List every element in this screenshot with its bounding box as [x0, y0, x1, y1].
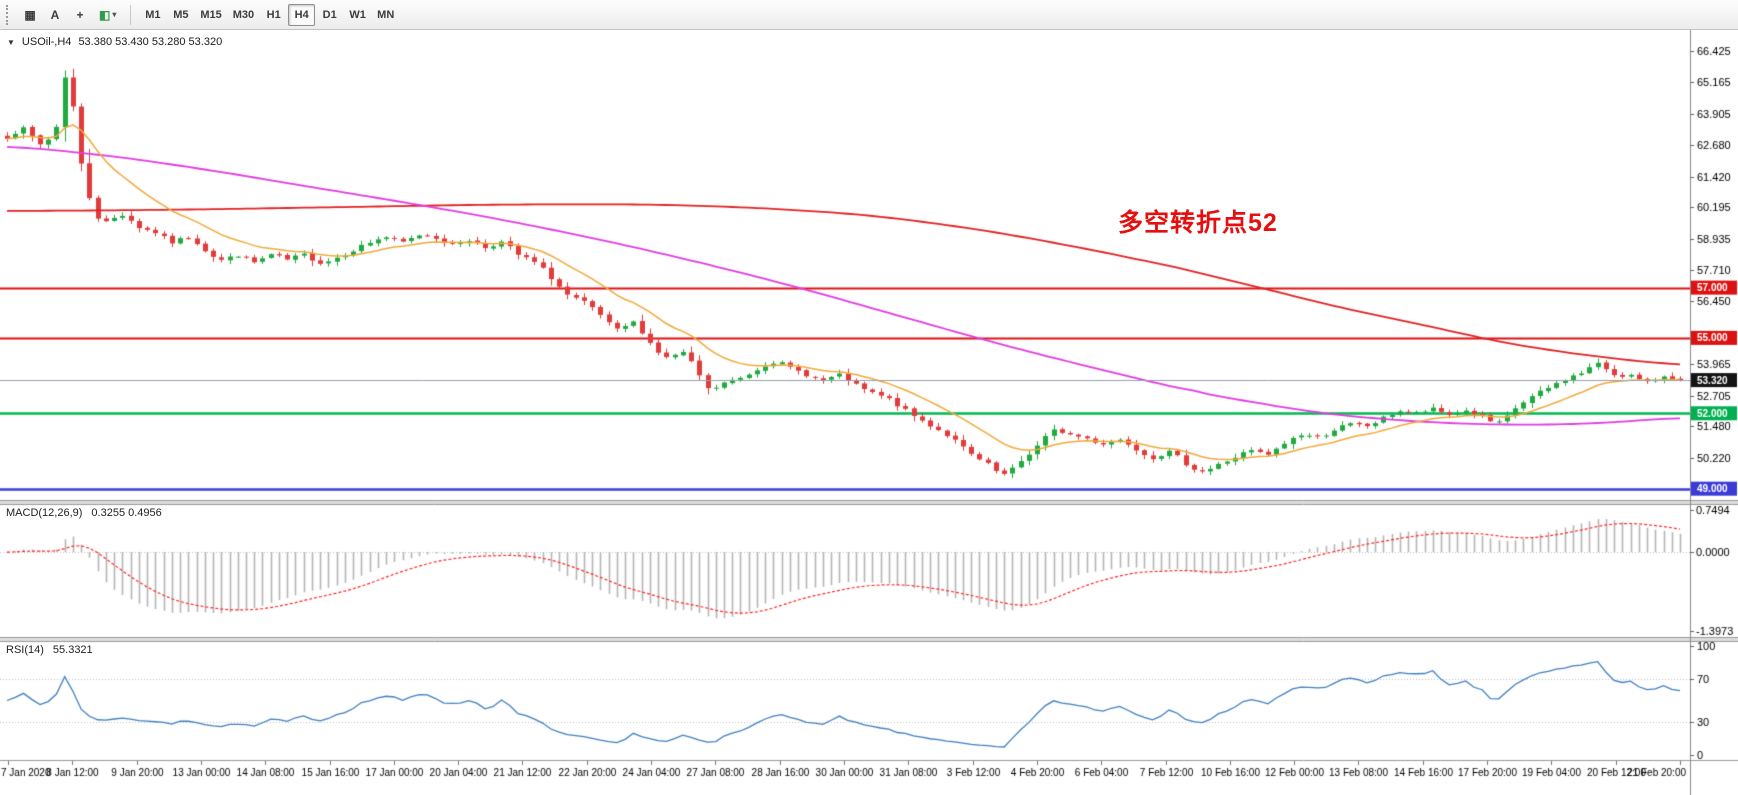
dropdown-arrow-icon: ▾ — [112, 10, 117, 19]
text-label-tool-button[interactable]: A — [43, 4, 67, 26]
toolbar-tools-group: ▦ A + ◧ ▾ — [18, 4, 122, 26]
timeframe-mn-button[interactable]: MN — [372, 4, 399, 26]
timeframe-buttons-group: M1 M5 M15 M30 H1 H4 D1 W1 MN — [139, 3, 399, 26]
timeframe-m5-button[interactable]: M5 — [167, 4, 194, 26]
cursor-tool-icon: ▦ — [24, 7, 36, 22]
toolbar-drag-handle[interactable] — [6, 4, 10, 25]
timeframe-w1-button[interactable]: W1 — [344, 4, 371, 26]
text-label-tool-icon: A — [50, 7, 60, 22]
draw-objects-tool-button[interactable]: ◧ ▾ — [93, 4, 122, 26]
timeframe-m1-button[interactable]: M1 — [139, 4, 166, 26]
chart-canvas[interactable] — [0, 30, 1738, 795]
cursor-tool-button[interactable]: ▦ — [18, 4, 42, 26]
timeframe-d1-button[interactable]: D1 — [316, 4, 343, 26]
toolbar: ▦ A + ◧ ▾ M1 M5 M15 M30 H1 H4 D1 W1 MN — [0, 0, 1738, 30]
toolbar-separator — [130, 4, 132, 25]
timeframe-m30-button[interactable]: M30 — [228, 4, 259, 26]
crosshair-tool-icon: + — [76, 7, 84, 22]
timeframe-m15-button[interactable]: M15 — [195, 4, 226, 26]
draw-objects-tool-icon: ◧ — [99, 7, 111, 22]
timeframe-h4-button[interactable]: H4 — [288, 3, 316, 26]
crosshair-tool-button[interactable]: + — [68, 4, 92, 26]
timeframe-h1-button[interactable]: H1 — [260, 4, 287, 26]
